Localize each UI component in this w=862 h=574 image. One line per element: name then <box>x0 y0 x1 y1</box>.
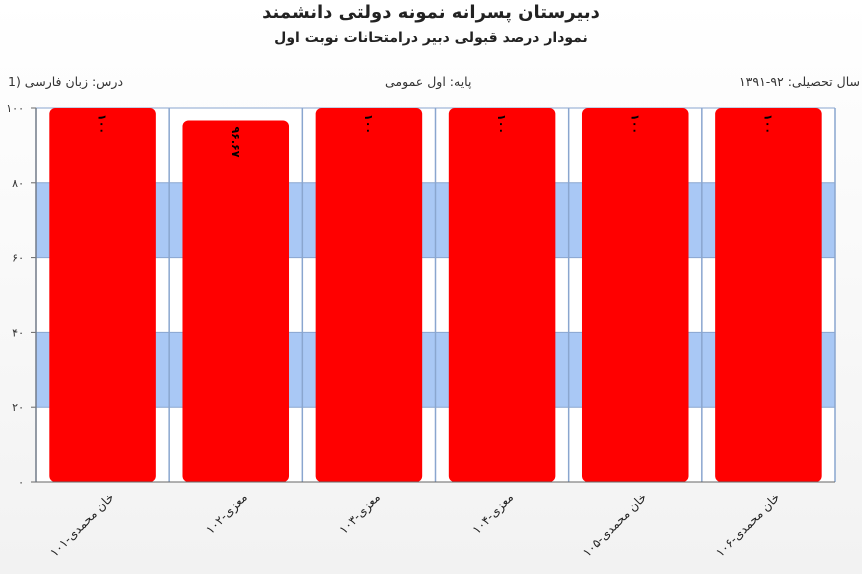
lesson-label: درس: زبان فارسی (1 <box>8 74 124 89</box>
y-tick-label: ۶۰ <box>12 252 24 265</box>
chart-title: دبیرستان پسرانه نمونه دولتی دانشمند <box>262 2 600 23</box>
bar <box>581 108 689 482</box>
bar <box>182 120 290 483</box>
chart-subtitle: نمودار درصد قبولی دبیر درامتحانات نوبت ا… <box>274 30 588 46</box>
bar <box>49 108 156 482</box>
bar <box>448 108 556 482</box>
x-tick-label: معزی-۱۰۲ <box>203 490 250 537</box>
x-tick-label: معزی-۱۰۴ <box>470 490 517 537</box>
grade-label: پایه: اول عمومی <box>385 74 472 89</box>
school-year-label: سال تحصیلی: ۹۲-۱۳۹۱ <box>738 74 860 89</box>
x-tick-label: معزی-۱۰۳ <box>336 490 383 537</box>
x-tick-label: خان محمدی-۱۰۵ <box>580 490 649 559</box>
y-tick-label: ۰ <box>18 476 24 489</box>
data-label: ۱۰۰ <box>628 114 641 134</box>
bar <box>315 108 423 482</box>
data-label: ۱۰۰ <box>761 114 774 134</box>
y-tick-label: ۱۰۰ <box>6 102 24 115</box>
bar <box>715 108 822 482</box>
data-label: ۹۶.۶۷ <box>229 126 242 157</box>
x-tick-label: خان محمدی-۱۰۱ <box>47 490 116 559</box>
data-label: ۱۰۰ <box>495 114 508 134</box>
x-tick-label: خان محمدی-۱۰۶ <box>713 490 782 559</box>
data-label: ۱۰۰ <box>362 114 375 134</box>
y-tick-label: ۲۰ <box>12 401 24 414</box>
data-label: ۱۰۰ <box>96 114 109 134</box>
y-tick-label: ۴۰ <box>12 326 24 339</box>
y-tick-label: ۸۰ <box>12 177 24 190</box>
